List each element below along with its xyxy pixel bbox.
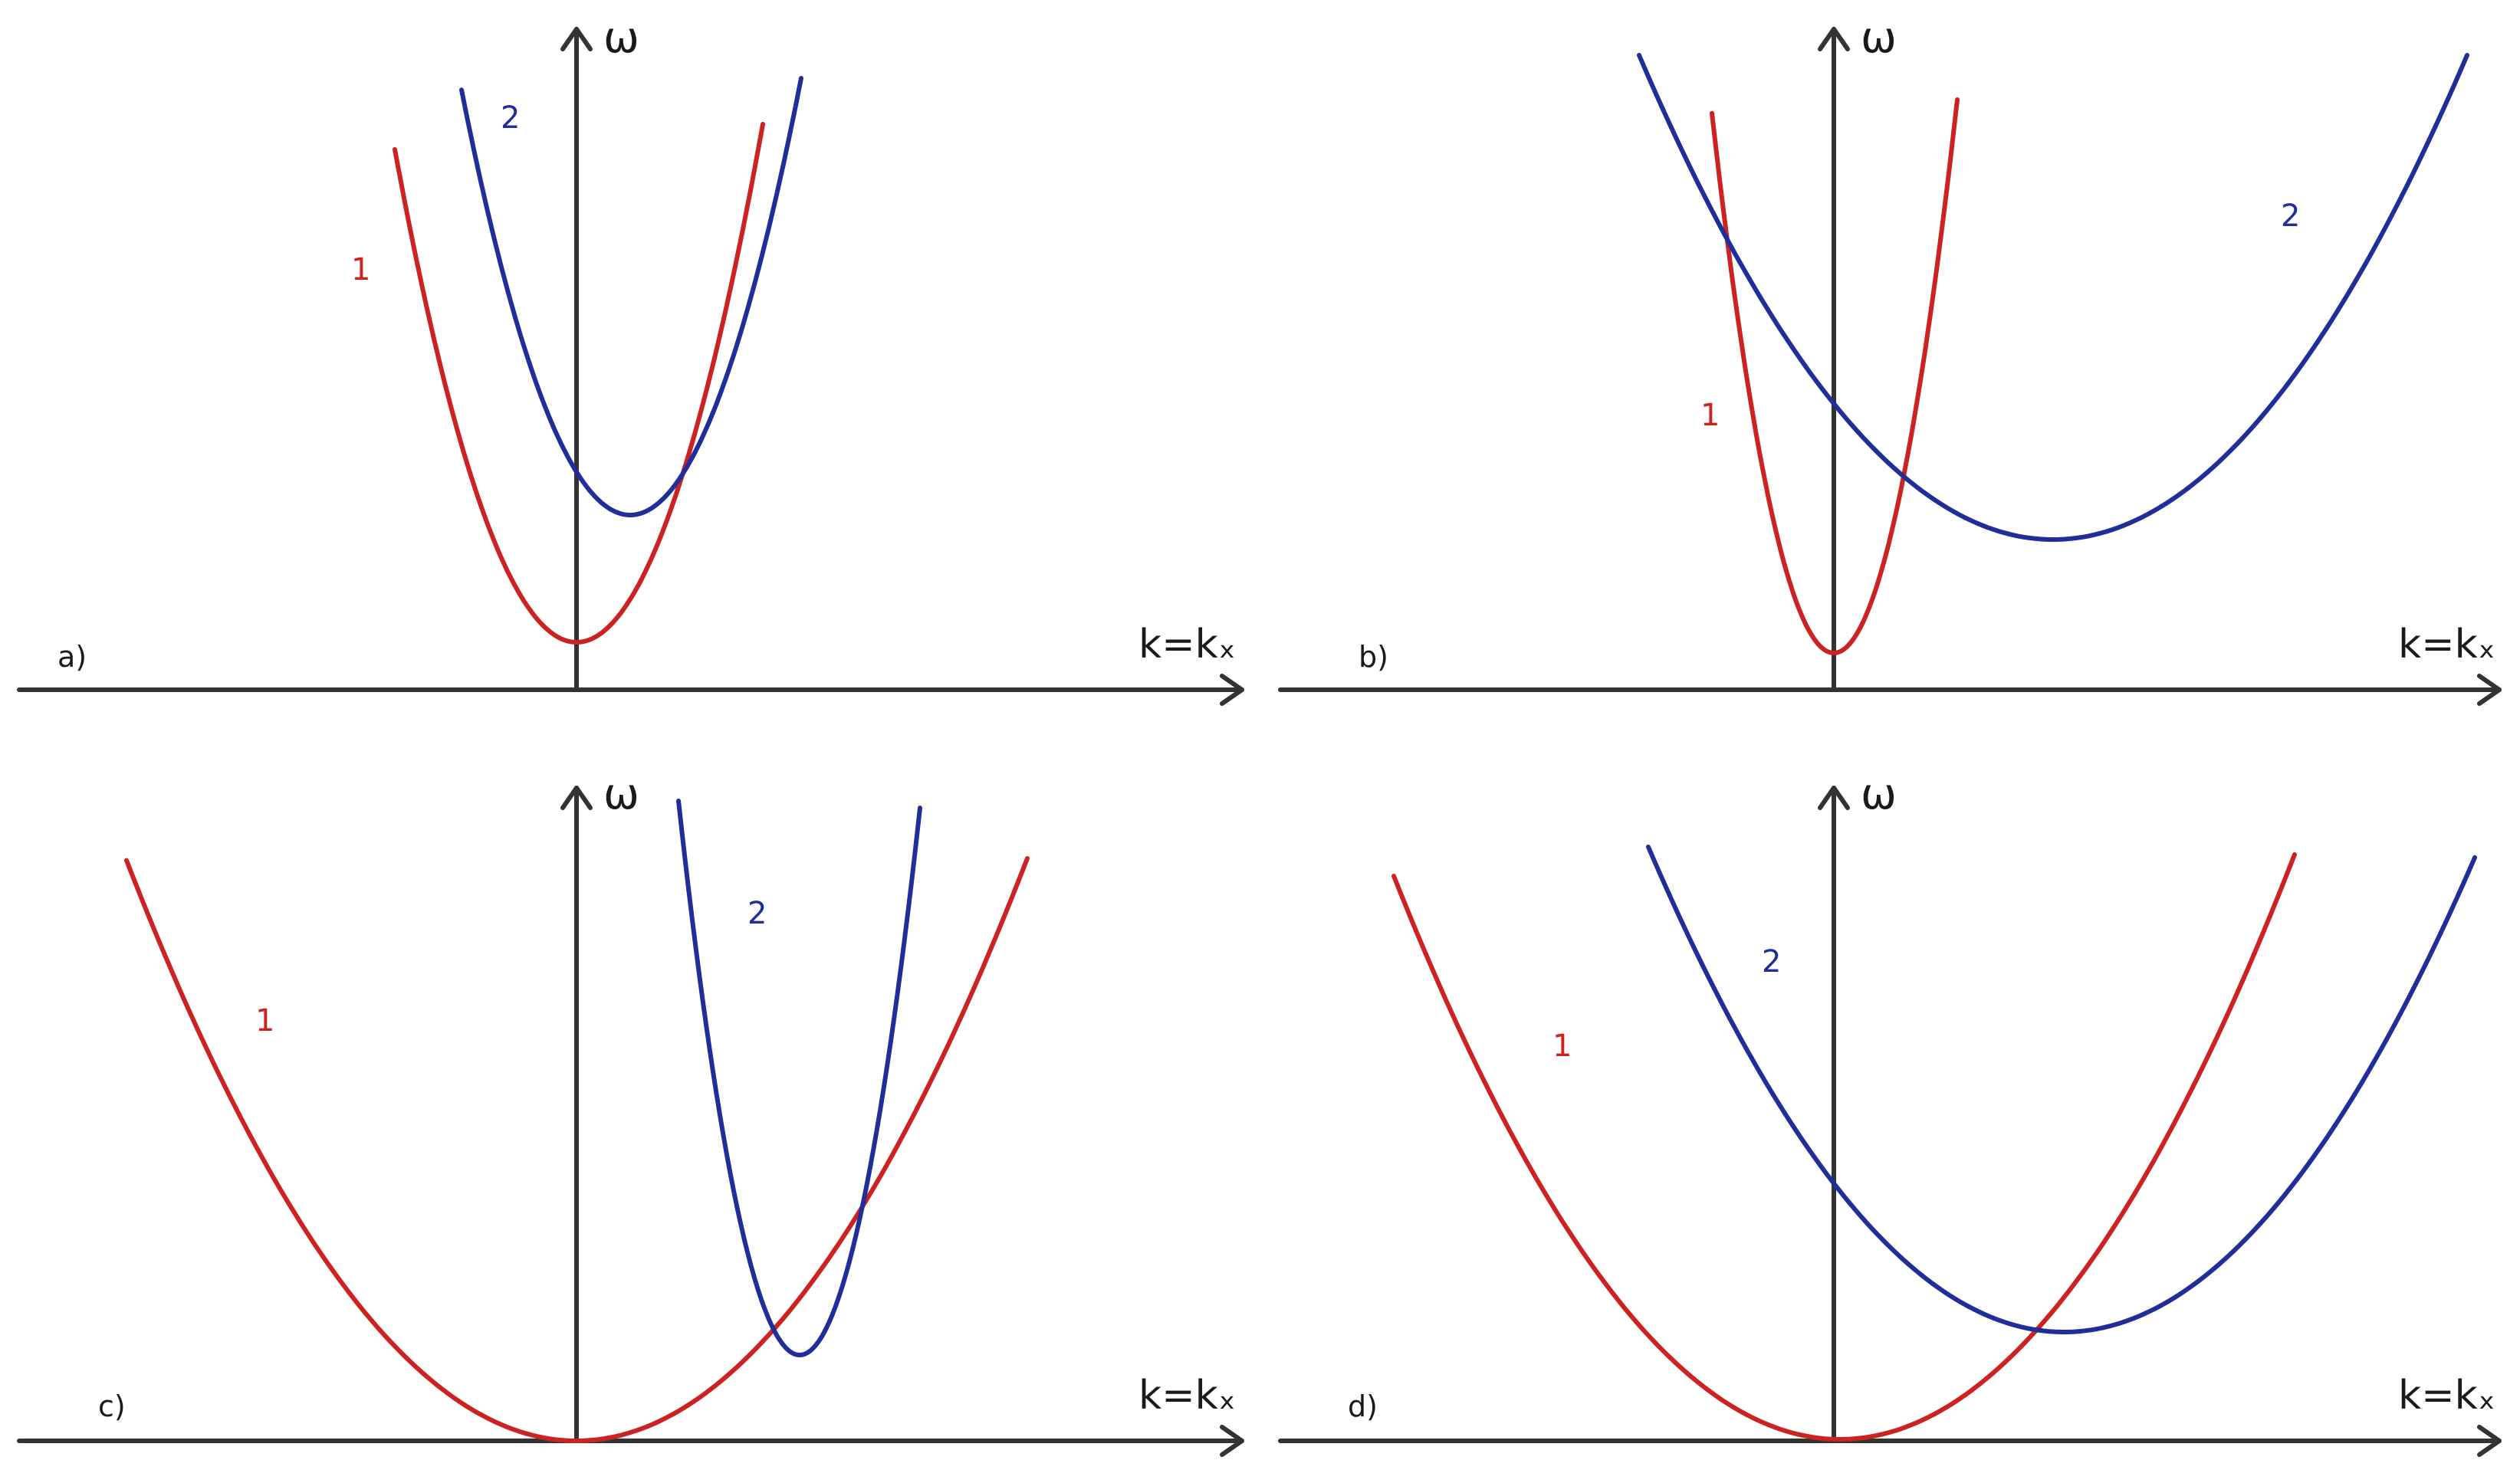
panel-a: 1 2 ω k=kₓ a) [17, 13, 1244, 706]
dispersion-curve-2 [459, 76, 803, 517]
dispersion-curve-1 [1710, 97, 1960, 655]
x-axis-arrow-icon [1220, 1425, 1244, 1457]
panel-c: 1 2 ω k=kₓ c) [17, 769, 1244, 1457]
dispersion-curve-2 [676, 799, 922, 1357]
dispersion-curve-1 [124, 856, 1030, 1443]
y-axis-label: ω [1861, 769, 1897, 819]
panel-label: a) [57, 640, 87, 674]
y-axis-arrow-icon [560, 27, 593, 51]
curve-label-1: 1 [351, 252, 370, 287]
y-axis-arrow-icon [1818, 786, 1850, 810]
dispersion-curve-2 [1637, 53, 2469, 542]
dispersion-curve-1 [393, 122, 765, 645]
x-axis-arrow-icon [2477, 1425, 2502, 1457]
curve-label-2: 2 [2281, 198, 2300, 234]
y-axis-label: ω [1861, 13, 1897, 63]
curve-label-2: 2 [1762, 944, 1781, 979]
curve-label-2: 2 [747, 896, 767, 931]
curve-label-1: 1 [255, 1003, 274, 1038]
panel-b: 1 2 ω k=kₓ b) [1278, 13, 2502, 706]
dispersion-curve-1 [1391, 852, 2297, 1442]
x-axis-label: k=kₓ [1138, 1373, 1236, 1419]
x-axis-arrow-icon [2477, 674, 2502, 706]
y-axis-arrow-icon [1818, 27, 1850, 51]
y-axis-label: ω [603, 769, 639, 819]
panel-label: c) [98, 1389, 126, 1423]
x-axis-arrow-icon [1220, 674, 1244, 706]
y-axis-arrow-icon [560, 786, 593, 810]
curve-label-1: 1 [1552, 1029, 1572, 1064]
curve-label-2: 2 [501, 100, 520, 136]
panel-d: 1 2 ω k=kₓ d) [1278, 769, 2502, 1457]
x-axis-label: k=kₓ [2398, 622, 2495, 668]
x-axis-label: k=kₓ [1138, 622, 1236, 668]
panel-label: d) [1348, 1389, 1378, 1423]
x-axis-label: k=kₓ [2398, 1373, 2495, 1419]
y-axis-label: ω [603, 13, 639, 63]
dispersion-curve-2 [1646, 845, 2477, 1334]
curve-label-1: 1 [1700, 398, 1720, 433]
panel-label: b) [1359, 640, 1388, 674]
